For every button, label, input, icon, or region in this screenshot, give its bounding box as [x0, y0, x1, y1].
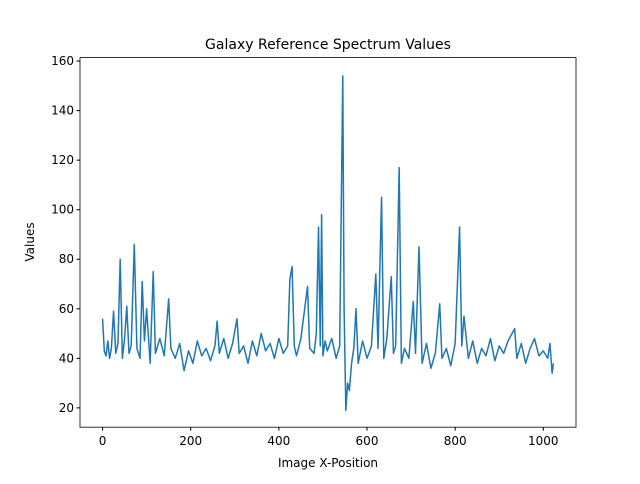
y-tick-label: 120 [51, 153, 74, 167]
y-tick-label: 140 [51, 104, 74, 118]
data-line [101, 75, 555, 412]
y-tick-label: 160 [51, 54, 74, 68]
y-tick-label: 40 [59, 351, 74, 365]
y-axis-label: Values [23, 222, 37, 261]
y-tick-label: 60 [59, 302, 74, 316]
x-tick-label: 200 [179, 434, 202, 448]
axes-frame [79, 57, 577, 428]
x-tick-label: 400 [267, 434, 290, 448]
x-tick-label: 1000 [528, 434, 559, 448]
x-tick-label: 600 [356, 434, 379, 448]
y-tick-label: 20 [59, 401, 74, 415]
x-tick-label: 0 [99, 434, 107, 448]
x-tick-label: 800 [444, 434, 467, 448]
chart-title: Galaxy Reference Spectrum Values [205, 37, 451, 53]
y-tick-label: 80 [59, 252, 74, 266]
x-axis-label: Image X-Position [278, 456, 378, 470]
y-tick-label: 100 [51, 203, 74, 217]
